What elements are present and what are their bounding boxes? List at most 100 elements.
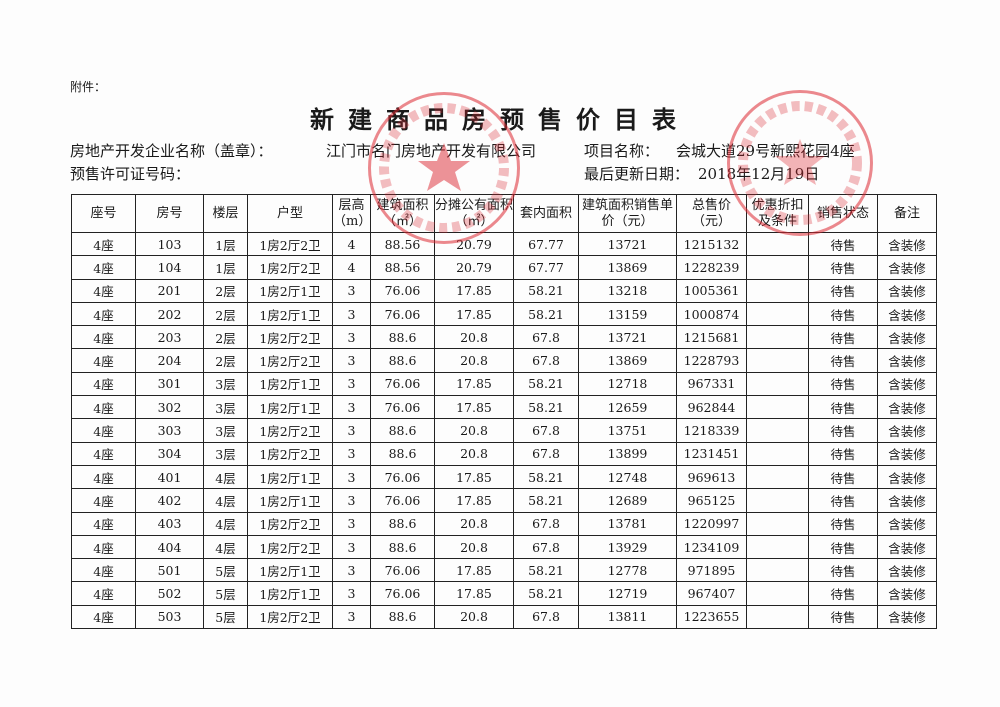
- column-header: 分摊公有面积（㎡）: [434, 194, 514, 233]
- table-cell: 2层: [203, 325, 248, 350]
- table-cell: 4层: [203, 511, 248, 536]
- table-cell: 17.85: [434, 371, 514, 397]
- table-cell: [746, 231, 809, 257]
- update-label: 最后更新日期：: [584, 165, 690, 183]
- table-cell: 12689: [578, 488, 677, 513]
- table-cell: 88.6: [370, 604, 435, 630]
- table-cell: 4座: [71, 231, 136, 257]
- table-cell: 203: [135, 325, 204, 350]
- table-row: 4座 204 2层 1房2厅2卫 3 88.6 20.8 67.8 13869 1228793 待售…: [71, 348, 937, 373]
- table-cell: 含装修: [877, 301, 937, 327]
- table-cell: 3: [332, 418, 371, 443]
- table-cell: 4座: [71, 441, 136, 466]
- table-cell: 88.56: [370, 231, 435, 257]
- table-row: 4座 501 5层 1房2厅1卫 3 76.06 17.85 58.21 12778 971895…: [71, 558, 937, 583]
- table-cell: 3: [332, 488, 371, 513]
- table-row: 4座 301 3层 1房2厅1卫 3 76.06 17.85 58.21 12718 967331…: [71, 371, 937, 397]
- table-cell: 1房2厅1卫: [247, 278, 333, 303]
- table-row: 4座 303 3层 1房2厅2卫 3 88.6 20.8 67.8 13751 1218339 待售…: [71, 418, 937, 443]
- table-cell: 76.06: [370, 301, 435, 327]
- table-cell: 4座: [71, 255, 136, 280]
- table-cell: 含装修: [877, 255, 937, 280]
- table-cell: 含装修: [877, 231, 937, 257]
- table-cell: 301: [135, 371, 204, 397]
- table-cell: 含装修: [877, 348, 937, 373]
- column-header: 房号: [135, 194, 204, 233]
- table-row: 4座 302 3层 1房2厅1卫 3 76.06 17.85 58.21 12659 962844…: [71, 395, 937, 420]
- table-cell: 2层: [203, 301, 248, 327]
- table-cell: 17.85: [434, 395, 514, 420]
- table-cell: 501: [135, 558, 204, 583]
- table-cell: 3: [332, 604, 371, 630]
- table-cell: 17.85: [434, 488, 514, 513]
- table-cell: 1房2厅2卫: [247, 418, 333, 443]
- table-cell: 4座: [71, 278, 136, 303]
- table-cell: [746, 395, 809, 420]
- table-cell: 67.8: [513, 534, 579, 560]
- table-cell: 67.77: [513, 231, 579, 257]
- table-cell: 1房2厅2卫: [247, 511, 333, 536]
- table-cell: 含装修: [877, 325, 937, 350]
- table-cell: 967331: [676, 371, 747, 397]
- table-cell: 待售: [808, 418, 878, 443]
- column-header: 套内面积: [513, 194, 579, 233]
- table-cell: 13811: [578, 604, 677, 630]
- table-cell: 4座: [71, 581, 136, 606]
- table-cell: 4座: [71, 371, 136, 397]
- table-cell: 58.21: [513, 488, 579, 513]
- table-cell: 待售: [808, 301, 878, 327]
- table-cell: 5层: [203, 558, 248, 583]
- table-cell: 1215681: [676, 325, 747, 350]
- column-header: 销售状态: [808, 194, 878, 233]
- table-cell: [746, 604, 809, 630]
- table-row: 4座 201 2层 1房2厅1卫 3 76.06 17.85 58.21 13218 100536…: [71, 278, 937, 303]
- table-cell: 76.06: [370, 464, 435, 490]
- table-cell: 3: [332, 325, 371, 350]
- permit-label: 预售许可证号码：: [70, 165, 191, 183]
- table-cell: 1218339: [676, 418, 747, 443]
- table-cell: 202: [135, 301, 204, 327]
- table-cell: 待售: [808, 371, 878, 397]
- table-cell: 4座: [71, 558, 136, 583]
- table-cell: 1房2厅2卫: [247, 255, 333, 280]
- table-cell: 76.06: [370, 395, 435, 420]
- table-cell: [746, 441, 809, 466]
- update-date: 2018年12月19日: [698, 165, 820, 183]
- table-cell: 12748: [578, 464, 677, 490]
- table-cell: 3: [332, 464, 371, 490]
- table-cell: 4座: [71, 534, 136, 560]
- table-cell: 1220997: [676, 511, 747, 536]
- table-cell: 待售: [808, 511, 878, 536]
- table-cell: 含装修: [877, 511, 937, 536]
- table-cell: 4座: [71, 395, 136, 420]
- table-cell: 76.06: [370, 558, 435, 583]
- table-cell: 88.6: [370, 348, 435, 373]
- table-header-row: 座号 房号 楼层 户型 层高（m） 建筑面积（㎡） 分摊公有面积（㎡） 套内面积 建筑面积销售单…: [71, 194, 937, 233]
- table-cell: 13751: [578, 418, 677, 443]
- table-cell: 971895: [676, 558, 747, 583]
- table-cell: 12659: [578, 395, 677, 420]
- table-cell: 1005361: [676, 278, 747, 303]
- table-cell: 1房2厅2卫: [247, 325, 333, 350]
- table-cell: 1层: [203, 255, 248, 280]
- table-cell: 20.8: [434, 418, 514, 443]
- column-header: 优惠折扣及条件: [746, 194, 809, 233]
- table-cell: 待售: [808, 488, 878, 513]
- table-cell: 含装修: [877, 581, 937, 606]
- table-cell: 88.6: [370, 534, 435, 560]
- attachment-label: 附件：: [70, 80, 107, 94]
- table-cell: 3: [332, 511, 371, 536]
- document-title: 新建商品房预售价目表: [310, 105, 690, 134]
- table-cell: 67.77: [513, 255, 579, 280]
- table-cell: 待售: [808, 534, 878, 560]
- table-cell: 1房2厅2卫: [247, 604, 333, 630]
- table-cell: 303: [135, 418, 204, 443]
- table-cell: 含装修: [877, 558, 937, 583]
- column-header: 楼层: [203, 194, 248, 233]
- table-cell: 1223655: [676, 604, 747, 630]
- table-cell: 1房2厅1卫: [247, 558, 333, 583]
- table-cell: [746, 371, 809, 397]
- table-cell: 待售: [808, 325, 878, 350]
- table-cell: 13721: [578, 231, 677, 257]
- table-cell: 67.8: [513, 418, 579, 443]
